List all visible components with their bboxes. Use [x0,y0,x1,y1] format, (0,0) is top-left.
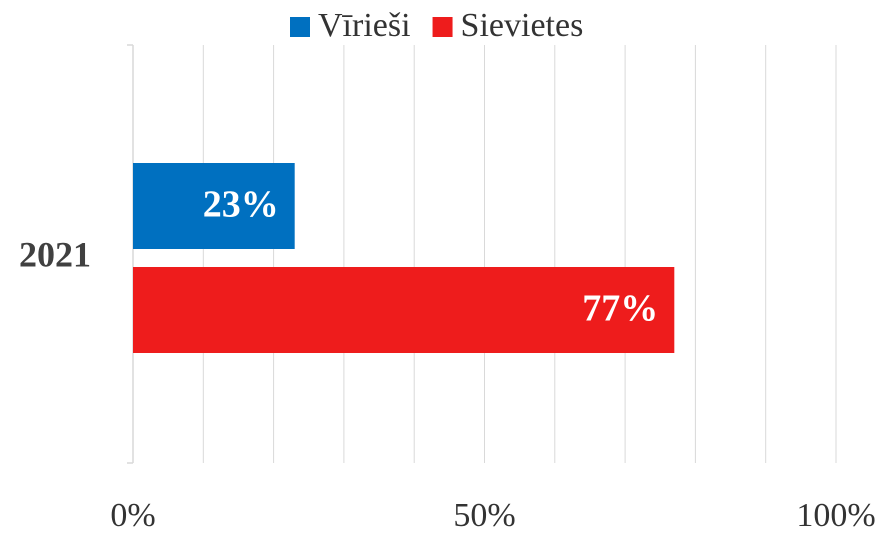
x-tick-label: 100% [796,497,875,534]
y-tick-label: 2021 [19,234,91,274]
legend-swatch [290,17,310,37]
data-label: 23% [203,184,279,226]
x-tick-label: 50% [453,497,515,534]
legend-swatch [432,17,453,37]
legend-label: Sievietes [461,7,584,44]
bar [133,267,675,353]
bar [133,163,295,249]
legend-label: Vīrieši [318,7,411,44]
x-tick-label: 0% [110,497,155,534]
data-label: 77% [582,288,658,330]
